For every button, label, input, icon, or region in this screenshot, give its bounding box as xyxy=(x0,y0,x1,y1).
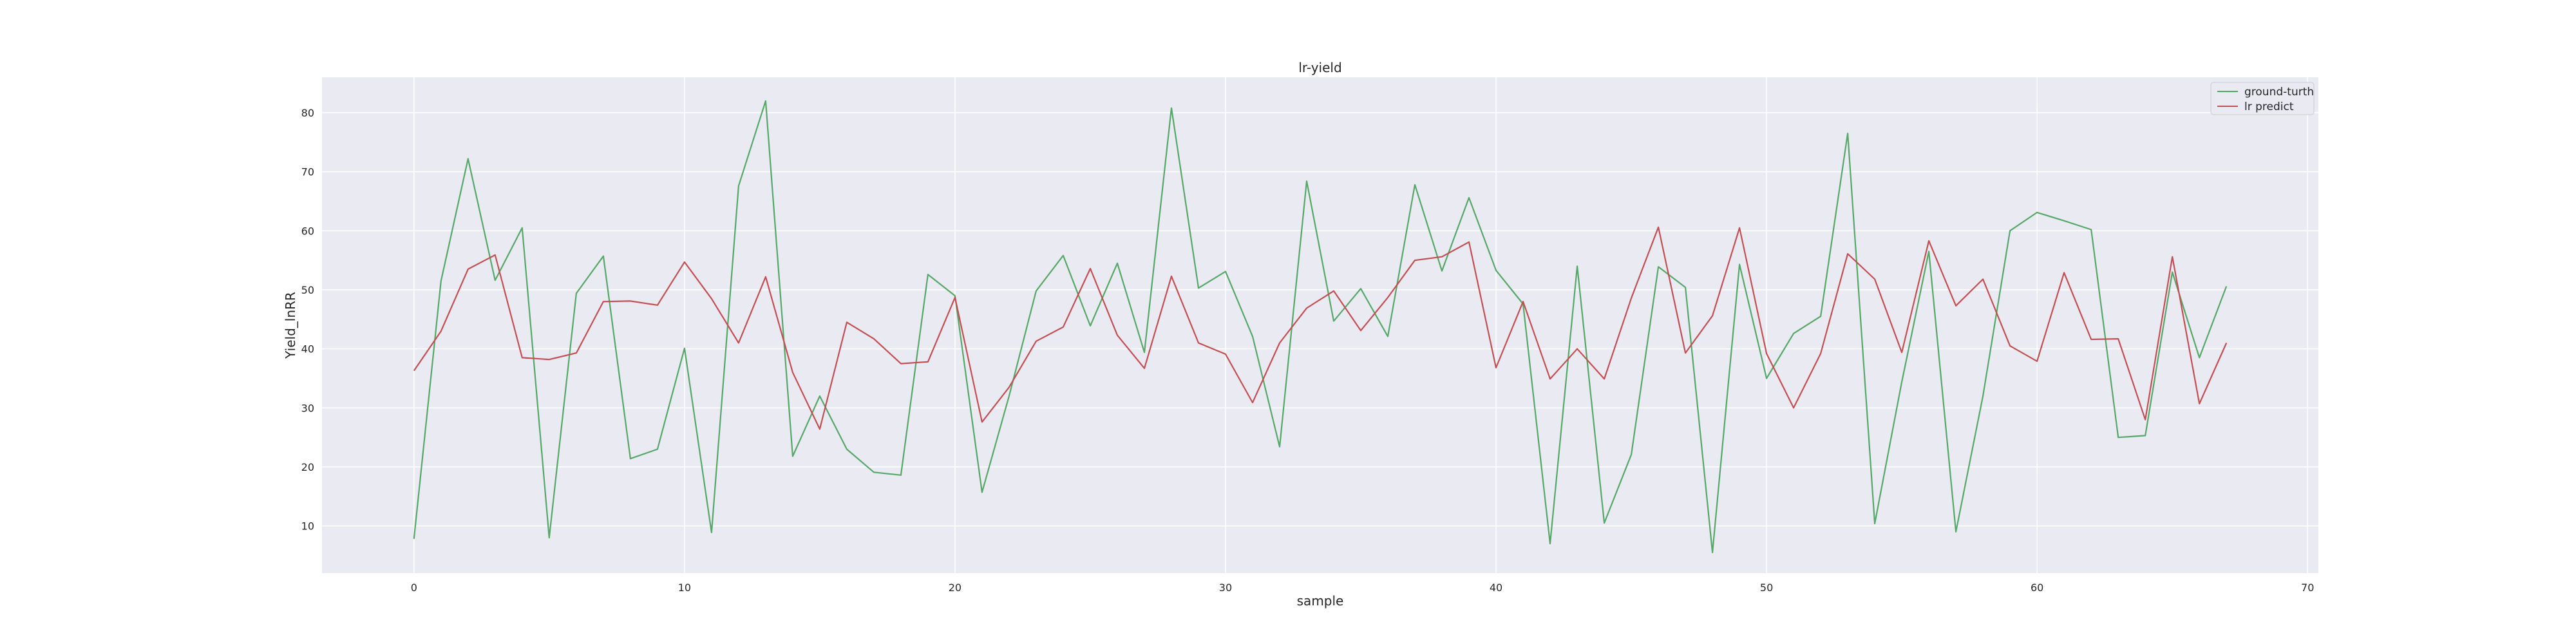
y-tick-label: 80 xyxy=(301,107,314,119)
x-tick-label: 0 xyxy=(411,582,417,594)
x-tick-label: 30 xyxy=(1219,582,1232,594)
x-tick-label: 50 xyxy=(1760,582,1773,594)
y-tick-label: 10 xyxy=(301,520,314,533)
y-tick-label: 40 xyxy=(301,343,314,355)
y-tick-label: 60 xyxy=(301,225,314,237)
x-tick-label: 20 xyxy=(949,582,961,594)
y-tick-label: 50 xyxy=(301,284,314,296)
x-tick-label: 60 xyxy=(2031,582,2043,594)
plot-background xyxy=(322,77,2318,573)
y-axis-label: Yield_lnRR xyxy=(283,292,298,359)
chart-title: lr-yield xyxy=(1298,60,1341,75)
tick-labels: 0 10 20 30 40 50 60 70 10 20 30 40 50 60 70 80 xyxy=(301,107,2315,594)
x-tick-label: 10 xyxy=(678,582,691,594)
legend-label-ground-turth: ground-turth xyxy=(2244,86,2314,99)
grid-lines xyxy=(322,77,2318,573)
series-lines xyxy=(413,100,2228,554)
y-tick-label: 20 xyxy=(301,461,314,473)
series-line-lr-predict xyxy=(413,226,2228,430)
x-axis-label: sample xyxy=(1297,593,1344,609)
y-tick-label: 30 xyxy=(301,402,314,414)
legend-label-lr-predict: lr predict xyxy=(2244,100,2294,113)
series-line-ground-turth xyxy=(413,100,2228,554)
x-tick-label: 40 xyxy=(1490,582,1502,594)
x-tick-label: 70 xyxy=(2301,582,2314,594)
legend: ground-turth lr predict xyxy=(2210,82,2315,115)
y-tick-label: 70 xyxy=(301,166,314,178)
